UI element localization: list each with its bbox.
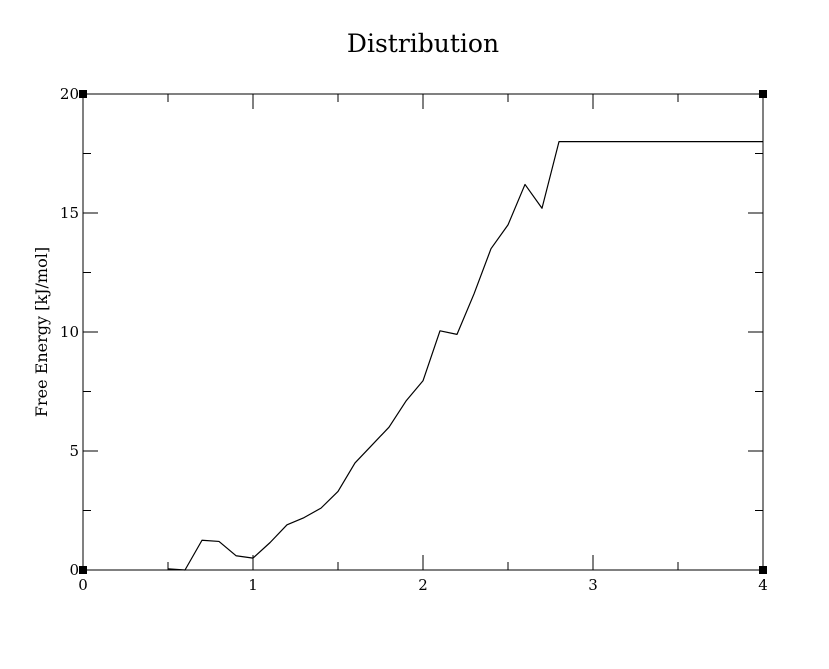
corner-marker	[79, 566, 87, 574]
corner-marker	[759, 566, 767, 574]
x-tick-label: 1	[248, 576, 258, 594]
x-tick-label: 4	[758, 576, 768, 594]
series-layer	[167, 141, 763, 571]
axis-ticks: 0 1 2 3 4 0 5 10 15 20	[60, 85, 768, 594]
corner-marker	[79, 90, 87, 98]
corner-marker	[759, 90, 767, 98]
y-tick-label: 5	[69, 442, 79, 460]
corner-markers	[79, 90, 767, 574]
chart-title: Distribution	[347, 29, 499, 58]
y-tick-label: 0	[69, 561, 79, 579]
x-tick-label: 2	[418, 576, 428, 594]
x-tick-label: 3	[588, 576, 598, 594]
plot-frame	[82, 93, 764, 571]
x-tick-label: 0	[78, 576, 88, 594]
y-axis-label: Free Energy [kJ/mol]	[32, 247, 51, 417]
y-tick-label: 20	[60, 85, 79, 103]
y-tick-label: 10	[60, 323, 79, 341]
y-tick-label: 15	[60, 204, 79, 222]
series-line-free-energy	[167, 141, 763, 571]
